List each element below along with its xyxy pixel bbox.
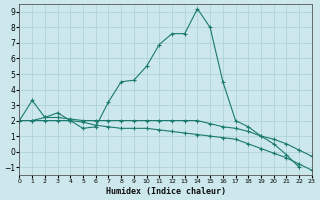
X-axis label: Humidex (Indice chaleur): Humidex (Indice chaleur) (106, 187, 226, 196)
